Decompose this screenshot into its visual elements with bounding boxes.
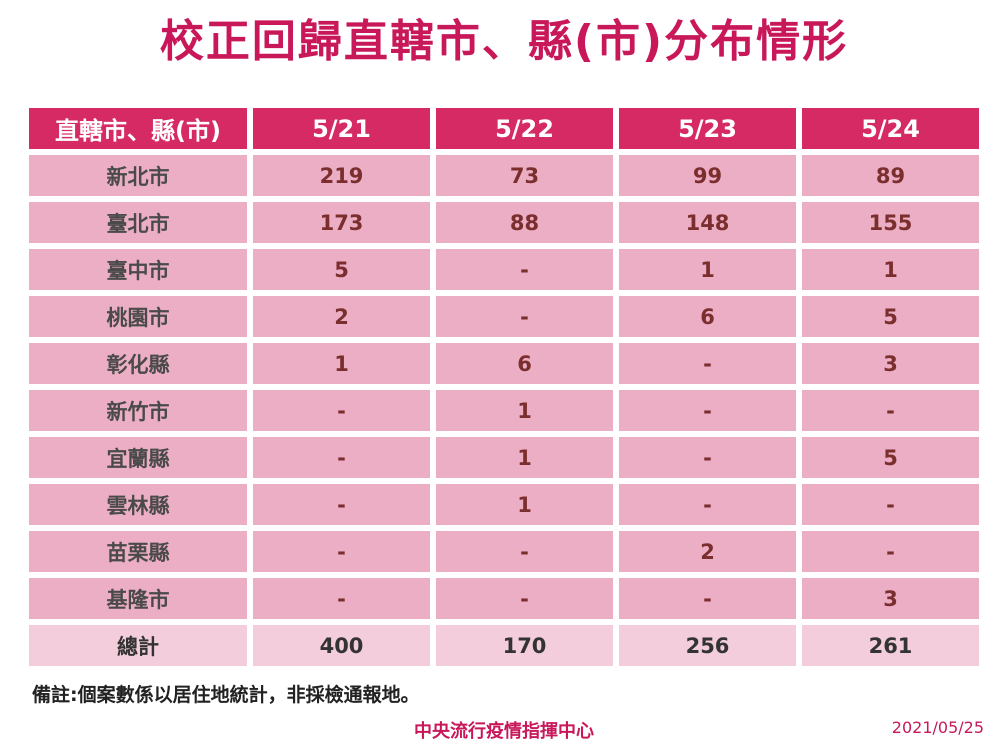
case-count: - — [253, 578, 430, 619]
case-count: 1 — [802, 249, 979, 290]
region-name: 臺中市 — [29, 249, 247, 290]
case-count: 5 — [802, 437, 979, 478]
case-count: 219 — [253, 155, 430, 196]
total-value: 400 — [253, 625, 430, 666]
region-name: 彰化縣 — [29, 343, 247, 384]
case-count: 6 — [436, 343, 613, 384]
case-count: 5 — [253, 249, 430, 290]
case-count: 148 — [619, 202, 796, 243]
case-count: - — [619, 578, 796, 619]
case-count: - — [619, 437, 796, 478]
case-count: - — [253, 437, 430, 478]
case-count: - — [619, 390, 796, 431]
page-title: 校正回歸直轄市、縣(市)分布情形 — [159, 16, 849, 67]
case-count: 99 — [619, 155, 796, 196]
case-count: - — [436, 578, 613, 619]
case-count: 3 — [802, 578, 979, 619]
case-count: - — [619, 484, 796, 525]
table-row: 新北市 219 73 99 89 — [29, 155, 979, 196]
region-name: 新竹市 — [29, 390, 247, 431]
case-count: - — [436, 296, 613, 337]
case-count: 2 — [253, 296, 430, 337]
table-row: 苗栗縣 - -2- — [29, 531, 979, 572]
table-row: 桃園市 2-6 5 — [29, 296, 979, 337]
case-count: 155 — [802, 202, 979, 243]
case-count: 73 — [436, 155, 613, 196]
region-name: 宜蘭縣 — [29, 437, 247, 478]
total-value: 256 — [619, 625, 796, 666]
case-count: - — [253, 531, 430, 572]
table-row: 新竹市 -1- - — [29, 390, 979, 431]
case-count: - — [619, 343, 796, 384]
header-date: 5/22 — [436, 108, 613, 149]
case-count: 1 — [619, 249, 796, 290]
case-count: 3 — [802, 343, 979, 384]
case-count: - — [253, 484, 430, 525]
table-row: 雲林縣 -1- - — [29, 484, 979, 525]
footnote: 備註:個案數係以居住地統計，非採檢通報地。 — [32, 684, 420, 706]
case-count: 1 — [253, 343, 430, 384]
case-count: 89 — [802, 155, 979, 196]
region-name: 臺北市 — [29, 202, 247, 243]
header-date: 5/21 — [253, 108, 430, 149]
case-count: 1 — [436, 390, 613, 431]
date-label: 2021/05/25 — [891, 718, 984, 737]
table-row: 臺北市 173 88 148 155 — [29, 202, 979, 243]
cases-table: 直轄市、縣(市) 5/21 5/22 5/23 5/24 新北市 219 73 99 8… — [23, 102, 985, 672]
table-row: 宜蘭縣 -1-5 — [29, 437, 979, 478]
total-value: 170 — [436, 625, 613, 666]
total-row: 總計 400 170 256 261 — [29, 625, 979, 666]
case-count: - — [436, 249, 613, 290]
case-count: - — [802, 390, 979, 431]
case-count: 5 — [802, 296, 979, 337]
table-row: 彰化縣 1 6-3 — [29, 343, 979, 384]
total-value: 261 — [802, 625, 979, 666]
region-name: 苗栗縣 — [29, 531, 247, 572]
case-count: - — [436, 531, 613, 572]
region-name: 基隆市 — [29, 578, 247, 619]
table-header-row: 直轄市、縣(市) 5/21 5/22 5/23 5/24 — [29, 108, 979, 149]
case-count: 6 — [619, 296, 796, 337]
header-date: 5/24 — [802, 108, 979, 149]
table-row: 臺中市 5-1 1 — [29, 249, 979, 290]
case-count: - — [802, 531, 979, 572]
total-label: 總計 — [29, 625, 247, 666]
case-count: 88 — [436, 202, 613, 243]
table-row: 基隆市 - - -3 — [29, 578, 979, 619]
case-count: 173 — [253, 202, 430, 243]
case-count: - — [253, 390, 430, 431]
region-name: 桃園市 — [29, 296, 247, 337]
region-name: 雲林縣 — [29, 484, 247, 525]
case-count: 1 — [436, 484, 613, 525]
case-count: 2 — [619, 531, 796, 572]
case-count: 1 — [436, 437, 613, 478]
source-label: 中央流行疫情指揮中心 — [414, 721, 594, 742]
header-date: 5/23 — [619, 108, 796, 149]
case-count: - — [802, 484, 979, 525]
region-name: 新北市 — [29, 155, 247, 196]
header-region: 直轄市、縣(市) — [29, 108, 247, 149]
